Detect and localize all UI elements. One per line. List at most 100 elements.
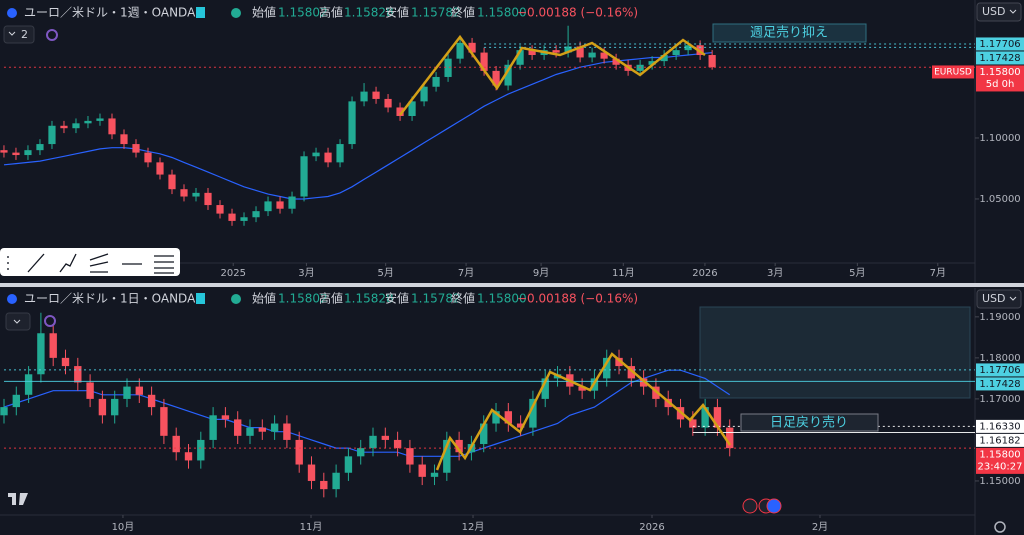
logo[interactable]	[8, 493, 28, 505]
price-label: 1.16182	[979, 435, 1020, 446]
trend-line-tool[interactable]	[27, 253, 45, 273]
y-tick-label: 1.17000	[979, 394, 1020, 405]
quote-label: 始値	[252, 5, 276, 20]
candle-body	[258, 427, 266, 432]
settings-icon[interactable]	[994, 521, 1006, 533]
x-tick-label: 2026	[639, 522, 664, 533]
annotation: 日足戻り売り	[770, 415, 848, 431]
price-label-bg	[976, 363, 1024, 377]
candle-body	[276, 201, 284, 209]
event-icon[interactable]	[742, 498, 758, 514]
indicator-toggle[interactable]	[3, 25, 35, 44]
annotation-box	[740, 413, 879, 432]
candle-body	[455, 439, 463, 453]
price-label: 1.17428	[979, 379, 1020, 390]
x-tick-label: 5月	[377, 267, 393, 279]
candle-body	[192, 192, 200, 197]
chevron	[13, 319, 21, 324]
candle-body	[98, 398, 107, 416]
candle-body	[504, 411, 513, 424]
quote-value: 1.15800	[477, 6, 527, 20]
candle-body	[708, 55, 716, 68]
candle-body	[197, 439, 205, 461]
candle-body	[48, 125, 56, 145]
x-tick-label: 11月	[300, 521, 323, 533]
symbol-icon	[7, 294, 17, 304]
price-label-bg	[976, 433, 1024, 447]
candle-body	[430, 472, 439, 477]
candle-body	[300, 156, 308, 197]
fib-tool[interactable]	[89, 253, 109, 273]
y-tick-label: 1.15000	[979, 476, 1020, 487]
candle-body	[492, 411, 500, 424]
currency-select[interactable]	[976, 2, 1022, 22]
candle-body	[406, 448, 414, 465]
candle-body	[144, 152, 152, 163]
candle-body	[332, 472, 340, 490]
status-dot	[231, 294, 241, 304]
candle-body	[627, 366, 636, 379]
candle-body	[660, 55, 668, 62]
quote-value: 1.15800	[477, 292, 527, 306]
zigzag-drawing	[435, 352, 732, 471]
price-label-bg	[976, 37, 1024, 51]
zigzag-tool[interactable]	[59, 253, 77, 273]
candle-body	[24, 150, 32, 156]
candle-body	[639, 378, 648, 387]
candle-body	[381, 435, 390, 440]
candle-body	[384, 98, 392, 108]
y-tick-label: 1.05000	[979, 194, 1020, 205]
candle-body	[123, 386, 131, 399]
y-tick-label: 1.10000	[979, 133, 1020, 144]
quote-change: −0.00188 (−0.16%)	[517, 292, 638, 306]
candle-body	[612, 58, 620, 65]
quote-label: 高値	[319, 5, 343, 20]
candle-body	[307, 464, 316, 481]
candle-body	[552, 50, 560, 53]
toolbar-icons	[7, 253, 174, 274]
x-tick-label: 7月	[930, 267, 946, 279]
event-icon[interactable]	[766, 498, 782, 514]
candle-body	[615, 357, 623, 367]
candle-body	[564, 46, 572, 53]
candle-body	[74, 366, 82, 383]
quote-value: 1.15782	[411, 6, 461, 20]
price-label-bg	[976, 447, 1024, 474]
price-label-bg	[976, 419, 1024, 433]
channel-tool[interactable]	[154, 255, 174, 274]
candle-body	[147, 394, 156, 408]
symbol-tag: EURUSD	[934, 67, 972, 77]
candle-body	[160, 407, 168, 436]
candle-body	[156, 162, 164, 175]
price-label: 1.15800	[979, 67, 1020, 78]
candle-body	[480, 52, 488, 71]
candle-body	[288, 196, 296, 209]
indicator-icon	[46, 29, 58, 41]
x-tick-label: 7月	[458, 267, 474, 279]
symbol-tag-bg	[932, 65, 974, 79]
chevron	[1009, 9, 1017, 14]
candle-body	[369, 435, 377, 449]
chart-title: ユーロ／米ドル・1週・OANDA	[24, 6, 196, 20]
quote-value: 1.15802	[278, 292, 328, 306]
candle-body	[713, 407, 722, 428]
candles-layer	[0, 25, 975, 498]
candle-body	[209, 415, 217, 440]
price-label: 1.17706	[979, 39, 1020, 50]
chart-title: ユーロ／米ドル・1日・OANDA	[24, 292, 196, 306]
candle-body	[648, 61, 656, 65]
candle-body	[0, 150, 8, 153]
candle-body	[216, 205, 224, 214]
candle-body	[135, 386, 143, 395]
indicator-icon	[44, 315, 56, 327]
candle-body	[516, 50, 524, 65]
candle-body	[420, 86, 428, 102]
candle-body	[336, 144, 344, 163]
currency-select[interactable]	[976, 289, 1022, 309]
candle-body	[529, 398, 537, 428]
candle-body	[504, 64, 512, 86]
candle-body	[0, 407, 8, 416]
symbol-icon	[7, 8, 17, 18]
candle-body	[684, 45, 692, 51]
